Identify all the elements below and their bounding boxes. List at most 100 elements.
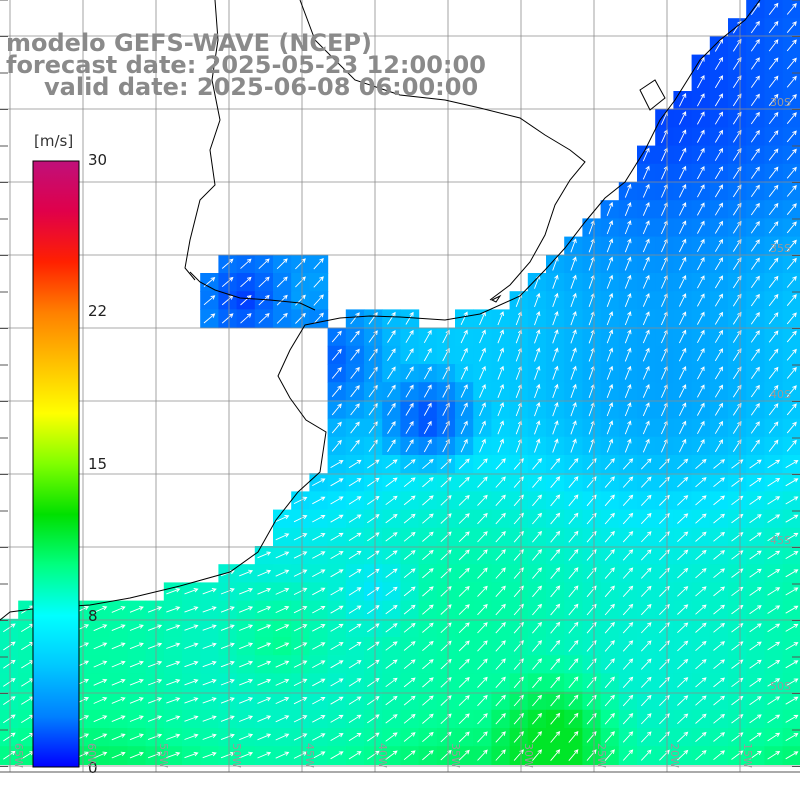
wind-arrow xyxy=(312,624,326,632)
wind-arrow xyxy=(220,679,235,686)
wind-arrow xyxy=(422,695,434,706)
wind-arrow xyxy=(624,438,632,453)
wind-arrow xyxy=(604,567,615,579)
lon-label: 60W xyxy=(85,743,98,768)
wind-arrow xyxy=(568,457,579,470)
wind-arrow xyxy=(477,567,488,579)
wind-arrow xyxy=(550,457,561,470)
wind-arrow xyxy=(768,384,779,398)
wind-arrow xyxy=(458,731,470,743)
wind-arrow xyxy=(568,658,579,670)
wind-arrow xyxy=(330,660,344,669)
wind-arrow xyxy=(350,330,360,343)
wind-arrow xyxy=(785,696,799,705)
wind-arrow xyxy=(129,624,144,631)
wind-arrow xyxy=(786,366,797,379)
wind-arrow xyxy=(3,696,16,705)
wind-arrow xyxy=(750,57,760,70)
wind-arrow xyxy=(422,604,434,615)
wind-arrow xyxy=(166,679,181,686)
wind-arrow xyxy=(367,495,380,505)
wind-arrow xyxy=(604,585,615,598)
wind-arrow xyxy=(240,258,252,269)
wind-arrow xyxy=(111,751,126,759)
wind-arrow xyxy=(350,439,360,452)
wind-arrow xyxy=(568,567,579,579)
wind-arrow xyxy=(749,568,762,578)
colorbar-tick-30: 30 xyxy=(88,151,108,169)
wind-arrow xyxy=(749,532,762,542)
wind-arrow xyxy=(714,75,723,89)
wind-arrow xyxy=(330,696,344,705)
wind-arrow xyxy=(713,695,726,706)
wind-arrow xyxy=(750,239,760,252)
wind-arrow xyxy=(477,531,488,543)
wind-arrow xyxy=(713,750,726,761)
wind-arrow xyxy=(622,713,634,725)
wind-arrow xyxy=(750,257,760,270)
wind-arrow xyxy=(257,587,272,595)
wind-arrow xyxy=(714,257,723,271)
wind-arrow xyxy=(604,549,615,561)
wind-arrow xyxy=(147,733,163,741)
wind-arrow xyxy=(640,676,652,688)
wind-arrow xyxy=(714,275,723,289)
wind-arrow xyxy=(422,513,434,524)
wind-arrow xyxy=(768,2,779,15)
wind-arrow xyxy=(749,659,762,669)
wind-arrow xyxy=(678,438,687,453)
wind-arrow xyxy=(257,551,272,559)
wind-arrow xyxy=(220,606,235,613)
wind-arrow xyxy=(458,531,470,543)
wind-arrow xyxy=(387,311,396,325)
wind-arrow xyxy=(293,715,308,723)
wind-arrow xyxy=(570,347,577,362)
wind-arrow xyxy=(749,586,762,596)
wind-arrow xyxy=(622,512,634,525)
wind-arrow xyxy=(220,697,235,704)
wind-arrow xyxy=(184,642,199,649)
wind-arrow xyxy=(786,439,797,452)
wind-arrow xyxy=(295,294,306,306)
wind-arrow xyxy=(750,93,760,107)
wind-arrow xyxy=(714,348,723,362)
wind-arrow xyxy=(276,312,288,324)
wind-arrow xyxy=(606,256,614,271)
wind-arrow xyxy=(695,731,707,743)
wind-arrow xyxy=(786,239,797,252)
wind-arrow xyxy=(221,313,234,324)
wind-arrow xyxy=(220,588,235,595)
wind-arrow xyxy=(312,751,326,759)
wind-arrow xyxy=(111,715,126,723)
wind-arrow xyxy=(552,383,559,399)
wind-arrow xyxy=(697,74,705,89)
wind-arrow xyxy=(786,294,797,306)
wind-arrow xyxy=(422,659,434,670)
wind-arrow xyxy=(785,623,799,632)
wind-arrow xyxy=(713,641,726,651)
forecast-date: forecast date: 2025-05-23 12:00:00 xyxy=(6,51,486,79)
wind-arrow xyxy=(460,420,468,435)
lon-label: 35W xyxy=(449,743,462,768)
lon-label: 55W xyxy=(157,743,170,768)
wind-arrow xyxy=(785,514,799,523)
wind-arrow xyxy=(785,660,799,669)
wind-arrow xyxy=(622,549,634,561)
wind-arrow xyxy=(350,348,360,361)
wind-arrow xyxy=(367,659,380,669)
wind-arrow xyxy=(350,421,360,434)
wind-arrow xyxy=(477,512,488,525)
wind-arrow xyxy=(550,548,561,561)
wind-arrow xyxy=(568,712,579,725)
wind-arrow xyxy=(348,714,362,723)
wind-arrow xyxy=(220,751,235,759)
lon-label: 20W xyxy=(668,743,681,768)
wind-arrow xyxy=(385,732,398,742)
wind-arrow xyxy=(203,313,216,324)
wind-arrow xyxy=(477,476,488,488)
wind-arrow xyxy=(387,421,396,434)
wind-arrow xyxy=(423,384,432,398)
wind-arrow xyxy=(622,603,634,616)
wind-arrow xyxy=(604,694,615,707)
wind-arrow xyxy=(532,585,543,598)
